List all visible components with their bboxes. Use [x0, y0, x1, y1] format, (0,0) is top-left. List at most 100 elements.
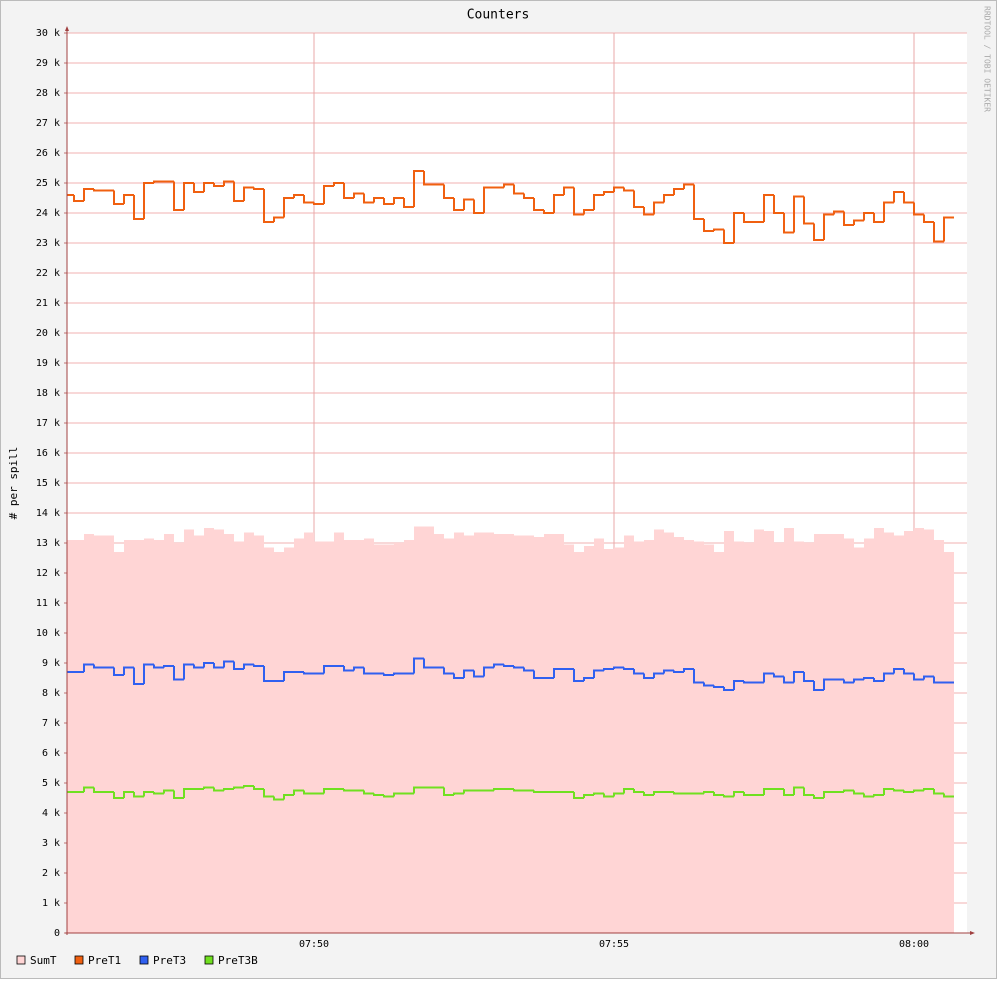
area-step — [494, 534, 504, 933]
area-step — [184, 529, 194, 933]
area-step — [234, 541, 244, 933]
y-tick-label: 8 k — [42, 688, 60, 699]
area-step — [434, 534, 444, 933]
y-tick-label: 2 k — [42, 868, 60, 879]
y-tick-label: 29 k — [36, 58, 60, 69]
area-step — [74, 540, 84, 933]
area-step — [384, 544, 394, 933]
area-step — [764, 531, 774, 933]
area-step — [864, 538, 874, 933]
legend-label: PreT3B — [218, 954, 258, 967]
y-tick-label: 18 k — [36, 388, 60, 399]
legend-label: PreT1 — [88, 954, 121, 967]
area-step — [504, 534, 514, 933]
y-tick-label: 24 k — [36, 208, 60, 219]
legend-swatch — [16, 955, 26, 965]
y-tick-label: 26 k — [36, 148, 60, 159]
area-step — [344, 540, 354, 933]
area-step — [514, 535, 524, 933]
y-tick-label: 30 k — [36, 28, 60, 39]
y-tick-label: 9 k — [42, 658, 60, 669]
area-step — [564, 544, 574, 933]
y-tick-label: 3 k — [42, 838, 60, 849]
area-step — [624, 535, 634, 933]
legend-swatch — [74, 955, 84, 965]
area-step — [354, 540, 364, 933]
area-step — [794, 541, 804, 933]
area-step — [124, 540, 134, 933]
area-step — [714, 552, 724, 933]
area-step — [694, 541, 704, 933]
y-axis-label: # per spill — [7, 447, 20, 520]
y-tick-label: 1 k — [42, 898, 60, 909]
area-step — [284, 547, 294, 933]
x-tick-label: 07:55 — [599, 939, 629, 950]
area-step — [844, 538, 854, 933]
area-step — [294, 538, 304, 933]
area-step — [154, 540, 164, 933]
area-step — [584, 546, 594, 933]
y-tick-label: 13 k — [36, 538, 60, 549]
area-step — [334, 532, 344, 933]
area-step — [754, 529, 764, 933]
y-tick-label: 14 k — [36, 508, 60, 519]
area-step — [814, 534, 824, 933]
y-tick-label: 15 k — [36, 478, 60, 489]
area-step — [554, 534, 564, 933]
area-step — [784, 528, 794, 933]
area-step — [194, 535, 204, 933]
area-step — [414, 526, 424, 933]
area-step — [774, 543, 784, 933]
area-step — [174, 543, 184, 933]
y-tick-label: 0 — [54, 928, 60, 939]
y-tick-label: 17 k — [36, 418, 60, 429]
area-step — [834, 534, 844, 933]
legend-swatch — [204, 955, 214, 965]
area-step — [824, 534, 834, 933]
y-tick-label: 16 k — [36, 448, 60, 459]
area-step — [244, 532, 254, 933]
y-tick-label: 7 k — [42, 718, 60, 729]
y-tick-label: 20 k — [36, 328, 60, 339]
area-step — [254, 535, 264, 933]
area-step — [884, 532, 894, 933]
watermark: RRDTOOL / TOBI OETIKER — [983, 6, 992, 112]
area-step — [914, 528, 924, 933]
area-step — [204, 528, 214, 933]
area-step — [374, 544, 384, 933]
area-step — [854, 547, 864, 933]
y-tick-label: 23 k — [36, 238, 60, 249]
area-step — [364, 538, 374, 933]
area-step — [654, 529, 664, 933]
area-step — [114, 552, 124, 933]
area-step — [104, 535, 114, 933]
area-step — [544, 534, 554, 933]
area-step — [214, 529, 224, 933]
area-step — [634, 541, 644, 933]
area-step — [904, 531, 914, 933]
area-step — [324, 541, 334, 933]
area-step — [454, 532, 464, 933]
y-tick-label: 10 k — [36, 628, 60, 639]
area-step — [744, 543, 754, 933]
y-tick-label: 27 k — [36, 118, 60, 129]
area-step — [144, 538, 154, 933]
area-step — [67, 540, 74, 933]
area-step — [274, 552, 284, 933]
legend-label: SumT — [30, 954, 57, 967]
area-step — [304, 532, 314, 933]
area-step — [424, 526, 434, 933]
axes: 0 1 k 2 k 3 k 4 k 5 k 6 k 7 k 8 k 9 k 10 k 11 k 12 k… — [16, 26, 975, 967]
area-step — [534, 537, 544, 933]
area-step — [524, 535, 534, 933]
area-step — [604, 549, 614, 933]
area-step — [164, 534, 174, 933]
area-step — [934, 540, 944, 933]
area-step — [644, 540, 654, 933]
area-step — [394, 543, 404, 933]
x-axis-arrow — [970, 931, 975, 935]
marks — [67, 170, 954, 933]
area-step — [594, 538, 604, 933]
chart-title: Counters — [467, 8, 530, 23]
